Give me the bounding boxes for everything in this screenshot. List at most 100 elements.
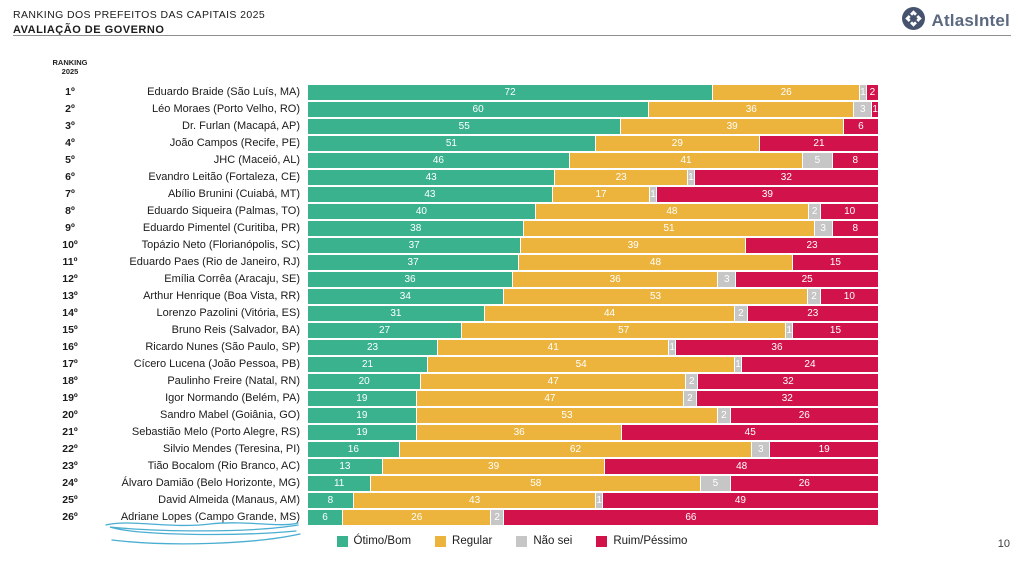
bar-segment-na-o-sei: 1 <box>786 322 792 338</box>
chart-row: 6º Evandro Leitão (Fortaleza, CE) 43 23 1 32 <box>45 169 878 186</box>
bar-value-label: 3 <box>820 222 826 234</box>
row-rank: 2º <box>65 103 75 116</box>
bar-segment-na-o-sei: 1 <box>735 356 741 372</box>
chart-row: 25º David Almeida (Manaus, AM) 8 43 1 49 <box>45 492 878 509</box>
legend-swatch-ruim-pessimo <box>596 535 608 547</box>
row-stacked-bar: 60 36 3 1 <box>308 101 879 117</box>
bar-segment-regular: 44 <box>484 305 735 321</box>
bar-value-label: 41 <box>547 341 559 353</box>
bar-segment-o-timo-bom: 8 <box>308 492 353 508</box>
bar-segment-regular: 47 <box>416 390 684 406</box>
bar-segment-o-timo-bom: 20 <box>308 373 421 389</box>
bar-value-label: 21 <box>813 137 825 149</box>
bar-segment-o-timo-bom: 19 <box>308 424 416 440</box>
row-mayor-label: João Campos (Recife, PE) <box>169 137 300 150</box>
bar-segment-na-o-sei: 1 <box>596 492 602 508</box>
bar-value-label: 36 <box>404 273 416 285</box>
bar-value-label: 40 <box>415 205 427 217</box>
bar-segment-ruim-pe-ssimo: 15 <box>792 254 878 270</box>
row-rank: 1º <box>65 86 75 99</box>
row-mayor-label: JHC (Maceió, AL) <box>213 154 300 167</box>
row-mayor-label: Léo Moraes (Porto Velho, RO) <box>152 103 300 116</box>
bar-value-label: 1 <box>786 324 792 336</box>
chart-row: 12º Emília Corrêa (Aracaju, SE) 36 36 3 25 <box>45 271 879 288</box>
bar-value-label: 32 <box>781 392 793 404</box>
bar-value-label: 2 <box>687 392 693 404</box>
bar-segment-ruim-pe-ssimo: 2 <box>866 84 878 100</box>
row-stacked-bar: 37 48 15 <box>308 254 878 270</box>
bar-segment-o-timo-bom: 16 <box>308 441 399 457</box>
bar-value-label: 51 <box>445 137 457 149</box>
bar-segment-o-timo-bom: 38 <box>308 220 524 236</box>
bar-value-label: 8 <box>852 154 859 166</box>
bar-value-label: 6 <box>322 511 328 523</box>
row-rank: 15º <box>62 324 78 337</box>
chart-row: 20º Sandro Mabel (Goiânia, GO) 19 53 2 26 <box>45 407 879 424</box>
row-stacked-bar: 6 26 2 66 <box>308 509 878 525</box>
row-rank: 5º <box>65 154 75 167</box>
row-stacked-bar: 72 26 1 2 <box>308 84 878 100</box>
row-stacked-bar: 31 44 2 23 <box>308 305 878 321</box>
bar-segment-na-o-sei: 3 <box>854 101 872 117</box>
bar-value-label: 1 <box>596 494 602 506</box>
row-mayor-label: Eduardo Siqueira (Palmas, TO) <box>146 205 300 218</box>
bar-segment-ruim-pe-ssimo: 66 <box>503 509 878 525</box>
bar-value-label: 48 <box>666 205 678 217</box>
report-title: RANKING DOS PREFEITOS DAS CAPITAIS 2025 <box>13 9 266 21</box>
bar-segment-o-timo-bom: 46 <box>308 152 569 168</box>
row-rank: 10º <box>62 239 78 252</box>
bar-value-label: 39 <box>488 460 500 472</box>
bar-value-label: 2 <box>721 409 727 421</box>
bar-segment-ruim-pe-ssimo: 10 <box>820 288 878 304</box>
bar-value-label: 34 <box>399 290 411 302</box>
bar-value-label: 49 <box>734 494 746 506</box>
row-rank: 22º <box>62 443 78 456</box>
bar-segment-na-o-sei: 3 <box>718 271 736 287</box>
row-stacked-bar: 55 39 6 <box>308 118 878 134</box>
bar-value-label: 10 <box>844 205 856 217</box>
bar-segment-regular: 26 <box>713 84 860 100</box>
row-rank: 23º <box>62 460 78 473</box>
bar-segment-ruim-pe-ssimo: 23 <box>746 237 878 253</box>
bar-value-label: 36 <box>609 273 621 285</box>
bar-value-label: 10 <box>843 290 855 302</box>
bar-segment-ruim-pe-ssimo: 26 <box>730 475 878 491</box>
bar-segment-regular: 57 <box>462 322 786 338</box>
bar-segment-ruim-pe-ssimo: 32 <box>698 373 878 389</box>
bar-segment-regular: 36 <box>649 101 854 117</box>
bar-value-label: 5 <box>712 477 719 489</box>
bar-segment-ruim-pe-ssimo: 21 <box>759 135 878 151</box>
bar-value-label: 2 <box>869 86 876 98</box>
bar-segment-regular: 29 <box>595 135 759 151</box>
row-stacked-bar: 19 36 45 <box>308 424 878 440</box>
row-rank: 6º <box>65 171 75 184</box>
row-rank: 4º <box>65 137 75 150</box>
bar-value-label: 20 <box>358 375 370 387</box>
row-mayor-label: David Almeida (Manaus, AM) <box>158 494 300 507</box>
bar-segment-regular: 54 <box>428 356 735 372</box>
bar-value-label: 26 <box>411 511 423 523</box>
row-rank: 18º <box>62 375 78 388</box>
chart-rows: 1º Eduardo Braide (São Luís, MA) 72 26 1 2 2º L… <box>45 84 879 526</box>
row-mayor-label: Ricardo Nunes (São Paulo, SP) <box>145 341 300 354</box>
row-rank: 3º <box>65 120 75 133</box>
chart-row: 4º João Campos (Recife, PE) 51 29 21 <box>45 135 878 152</box>
row-stacked-bar: 20 47 2 32 <box>308 373 878 389</box>
bar-segment-ruim-pe-ssimo: 19 <box>770 441 879 457</box>
bar-segment-na-o-sei: 2 <box>808 288 820 304</box>
chart-row: 8º Eduardo Siqueira (Palmas, TO) 40 48 2 10 <box>45 203 878 220</box>
chart-row: 23º Tião Bocalom (Rio Branco, AC) 13 39 48 <box>45 458 878 475</box>
bar-segment-regular: 41 <box>438 339 669 355</box>
bar-segment-ruim-pe-ssimo: 26 <box>730 407 879 423</box>
chart-row: 11º Eduardo Paes (Rio de Janeiro, RJ) 37 48… <box>45 254 878 271</box>
bar-value-label: 2 <box>494 511 500 523</box>
bar-value-label: 25 <box>801 273 813 285</box>
bar-value-label: 72 <box>504 86 516 98</box>
bar-segment-regular: 51 <box>524 220 814 236</box>
bar-segment-ruim-pe-ssimo: 15 <box>792 322 878 338</box>
row-stacked-bar: 19 53 2 26 <box>308 407 879 423</box>
bar-segment-na-o-sei: 2 <box>808 203 821 219</box>
row-stacked-bar: 38 51 3 8 <box>308 220 878 236</box>
row-mayor-label: Emília Corrêa (Aracaju, SE) <box>164 273 300 286</box>
bar-segment-regular: 39 <box>382 458 605 474</box>
